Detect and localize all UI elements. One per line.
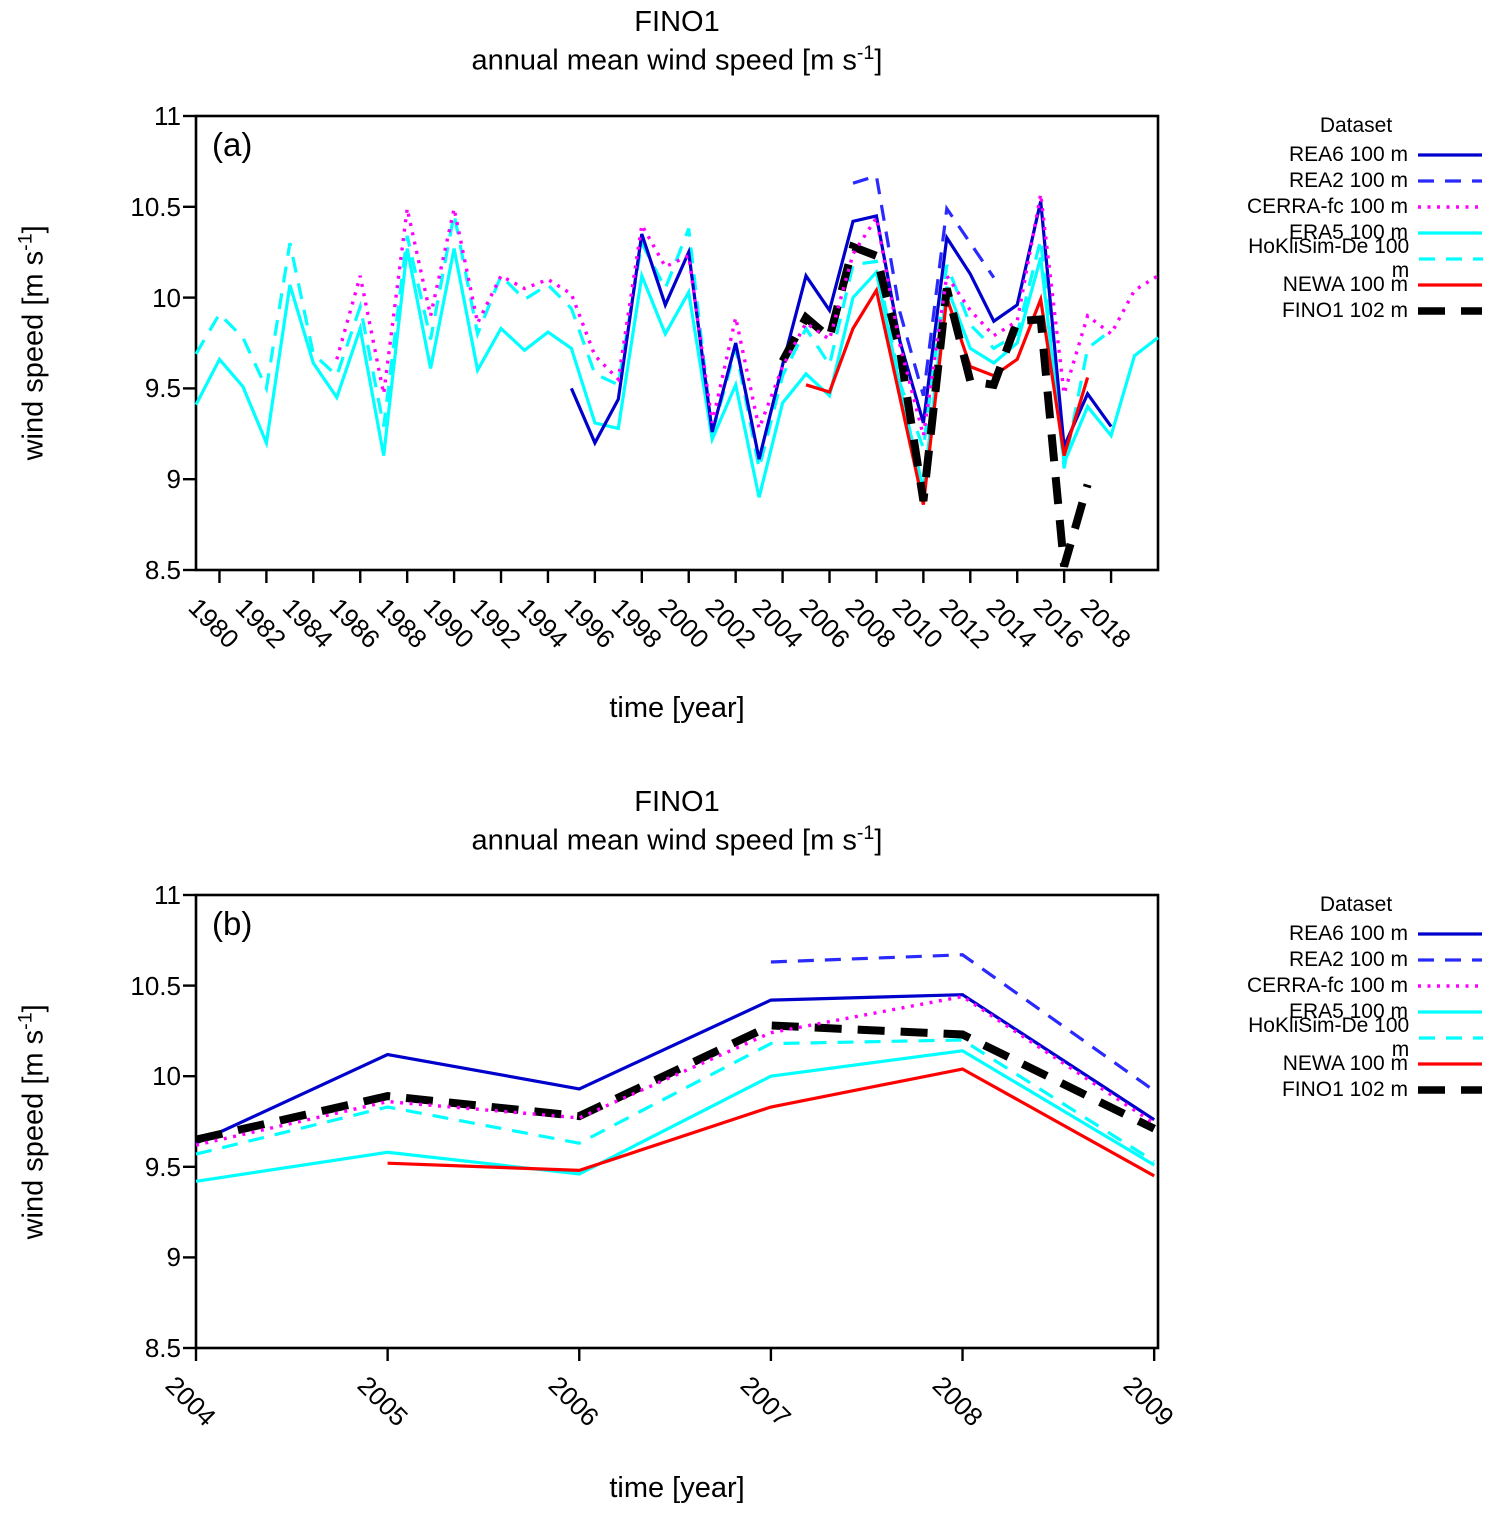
series-cerra-fc-100-m-a <box>335 193 1159 437</box>
legend-swatch-icon <box>1418 932 1482 936</box>
y-tick-label-b: 8.5 <box>144 1333 181 1363</box>
legend-entry: NEWA 100 m <box>1228 272 1484 298</box>
legend-entry: CERRA-fc 100 m <box>1228 973 1484 999</box>
legend-label: CERRA-fc 100 m <box>1246 195 1408 218</box>
legend-swatch-icon <box>1418 1010 1482 1014</box>
legend-entry: HoKliSim-De 100 m <box>1228 1014 1484 1061</box>
panel-b-y-axis-label: wind speed [m s-1] <box>15 1003 50 1240</box>
legend-title: Dataset <box>1319 114 1393 137</box>
legend-label: REA6 100 m <box>1288 922 1408 945</box>
legend-entry: REA6 100 m <box>1228 921 1484 947</box>
legend-swatch-icon <box>1418 231 1482 235</box>
series-rea6-100-m-b <box>195 993 1156 1145</box>
y-tick-label-b: 9.5 <box>144 1151 181 1182</box>
legend-entry: ERA5 100 m <box>1228 220 1484 246</box>
legend-swatch-icon <box>1419 257 1484 261</box>
plot-box-a <box>194 114 1160 572</box>
legend-label: REA2 100 m <box>1288 948 1408 971</box>
legend-label: HoKliSim-De 100 m <box>1248 1014 1410 1061</box>
legend-entry: REA2 100 m <box>1228 947 1484 973</box>
legend-swatch-icon <box>1418 958 1482 962</box>
panel-a-y-axis-label: wind speed [m s-1] <box>15 225 50 461</box>
series-hoklisim-de-100-m-b <box>195 1038 1156 1163</box>
legend-swatch-icon <box>1418 283 1482 287</box>
series-rea6-100-m-a <box>569 201 1113 460</box>
panel-b-letter: (b) <box>212 905 253 942</box>
legend-swatch-icon <box>1418 153 1482 157</box>
series-rea2-100-m-a <box>852 173 996 397</box>
y-tick-label-a: 11 <box>154 101 181 131</box>
panel-b-x-axis-label: time [year] <box>609 1472 745 1504</box>
y-tick-label-b: 9 <box>166 1242 181 1273</box>
legend-entry: REA2 100 m <box>1228 168 1484 194</box>
legend-entry: REA6 100 m <box>1228 142 1484 168</box>
panel-b-legend: Dataset REA6 100 m REA2 100 m CERRA-fc 100 … <box>1228 893 1484 1103</box>
legend-label: REA2 100 m <box>1288 169 1408 192</box>
legend-swatch-icon <box>1418 1086 1482 1094</box>
legend-entry: ERA5 100 m <box>1228 999 1484 1025</box>
legend-swatch-icon <box>1418 984 1482 988</box>
panel-a-subtitle: annual mean wind speed [m s-1] <box>471 42 883 77</box>
y-tick-label-b: 10.5 <box>130 970 181 1001</box>
plot-box-b <box>194 893 1160 1350</box>
legend-entry: NEWA 100 m <box>1228 1051 1484 1077</box>
series-rea2-100-m-b <box>770 953 1156 1093</box>
legend-entry: CERRA-fc 100 m <box>1228 194 1484 220</box>
legend-label: FINO1 102 m <box>1281 299 1408 322</box>
legend-label: ERA5 100 m <box>1288 221 1408 244</box>
panel-b-title: FINO1 <box>634 786 720 818</box>
legend-entry: HoKliSim-De 100 m <box>1228 235 1484 282</box>
panel-a-legend: Dataset REA6 100 m REA2 100 m CERRA-fc 100 … <box>1228 114 1484 324</box>
legend-swatch-icon <box>1418 1062 1482 1066</box>
panel-a-x-axis-label: time [year] <box>609 692 745 724</box>
y-tick-label-a: 10 <box>152 282 181 313</box>
panel-b-subtitle: annual mean wind speed [m s-1] <box>471 822 883 857</box>
legend-swatch-icon <box>1418 205 1482 209</box>
y-tick-label-b: 11 <box>154 880 181 910</box>
legend-swatch-icon <box>1419 1036 1484 1040</box>
y-tick-label-b: 10 <box>152 1061 181 1092</box>
series-era5-100-m-a <box>194 248 1159 498</box>
legend-entry: FINO1 102 m <box>1228 298 1484 324</box>
panel-a-letter: (a) <box>212 126 253 163</box>
panel-a-title: FINO1 <box>634 6 720 38</box>
legend-title: Dataset <box>1319 893 1393 916</box>
legend-label: NEWA 100 m <box>1282 1052 1408 1075</box>
series-hoklisim-de-100-m-a <box>194 213 1113 469</box>
legend-label: CERRA-fc 100 m <box>1246 974 1408 997</box>
y-tick-label-a: 9 <box>166 464 181 495</box>
series-era5-100-m-b <box>195 1049 1156 1183</box>
y-tick-label-a: 8.5 <box>144 555 181 585</box>
legend-label: NEWA 100 m <box>1282 273 1408 296</box>
legend-swatch-icon <box>1418 179 1482 183</box>
y-tick-label-a: 9.5 <box>144 373 181 404</box>
legend-swatch-icon <box>1418 307 1482 315</box>
legend-label: REA6 100 m <box>1288 143 1408 166</box>
legend-label: ERA5 100 m <box>1288 1000 1408 1023</box>
legend-label: FINO1 102 m <box>1281 1078 1408 1101</box>
series-newa-100-m-b <box>387 1067 1155 1178</box>
series-fino1-102-m-b <box>195 1021 1156 1144</box>
legend-entry: FINO1 102 m <box>1228 1077 1484 1103</box>
series-fino1-102-m-a <box>779 241 1092 568</box>
y-tick-label-a: 10.5 <box>130 191 181 222</box>
legend-label: HoKliSim-De 100 m <box>1248 235 1410 282</box>
series-cerra-fc-100-m-b <box>195 994 1156 1147</box>
